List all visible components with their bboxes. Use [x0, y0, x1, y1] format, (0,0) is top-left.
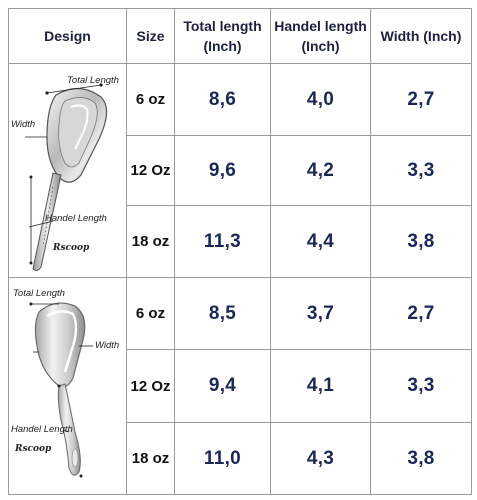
brand-logo-2: Rscoop: [15, 444, 52, 454]
size-table: Design Size Total length (Inch) Handel l…: [8, 8, 472, 495]
width-cell: 3,8: [370, 205, 472, 278]
design-cell-1: Total Length Width Handel Length Rscoop: [8, 63, 127, 278]
header-size: Size: [126, 8, 175, 64]
scoop-1-illustration: [25, 82, 108, 271]
width-cell: 3,3: [370, 349, 472, 423]
table-row: 12 Oz 9,6 4,2 3,3: [9, 135, 472, 206]
scoop-2-illustration: [29, 302, 93, 478]
header-total-length: Total length (Inch): [174, 8, 271, 64]
header-row: Design Size Total length (Inch) Handel l…: [8, 8, 472, 64]
width-cell: 2,7: [370, 63, 472, 136]
design-1-handel-length-label: Handel Length: [45, 212, 107, 224]
total-length-cell: 8,5: [174, 277, 271, 350]
design-cell-2: Total Length Width Handel Length Rscoop: [8, 277, 127, 495]
spec-sheet: Design Size Total length (Inch) Handel l…: [8, 8, 472, 495]
total-length-cell: 9,4: [174, 349, 271, 423]
table-row: 18 oz 11,3 4,4 3,8: [9, 205, 472, 278]
table-row: Total Length Width Handel Length Rscoop …: [8, 277, 472, 495]
design-1-total-length-label: Total Length: [67, 74, 119, 86]
total-length-cell: 8,6: [174, 63, 271, 136]
total-length-cell: 11,0: [174, 422, 271, 495]
width-cell: 2,7: [370, 277, 472, 350]
handel-length-cell: 4,3: [270, 422, 371, 495]
size-cell: 18 oz: [126, 205, 175, 278]
header-handel-length: Handel length (Inch): [270, 8, 371, 64]
table-row: 12 Oz 9,4 4,1 3,3: [9, 349, 472, 423]
handel-length-cell: 3,7: [270, 277, 371, 350]
size-cell: 12 Oz: [126, 349, 175, 423]
header-design: Design: [8, 8, 127, 64]
size-cell: 18 oz: [126, 422, 175, 495]
handel-length-cell: 4,1: [270, 349, 371, 423]
design-2-handel-length-label: Handel Length: [11, 424, 73, 435]
width-cell: 3,3: [370, 135, 472, 206]
brand-logo-1: Rscoop: [53, 242, 90, 253]
design-2-width-label: Width: [95, 340, 120, 351]
table-row: 18 oz 11,0 4,3 3,8: [9, 422, 472, 495]
handel-length-cell: 4,4: [270, 205, 371, 278]
design-2-total-length-label: Total Length: [13, 288, 65, 299]
header-width: Width (Inch): [370, 8, 472, 64]
total-length-cell: 9,6: [174, 135, 271, 206]
size-cell: 6 oz: [126, 277, 175, 350]
design-1-width-label: Width: [11, 118, 36, 130]
table-row: Total Length Width Handel Length Rscoop …: [8, 63, 472, 278]
size-cell: 6 oz: [126, 63, 175, 136]
handel-length-cell: 4,2: [270, 135, 371, 206]
total-length-cell: 11,3: [174, 205, 271, 278]
size-cell: 12 Oz: [126, 135, 175, 206]
width-cell: 3,8: [370, 422, 472, 495]
handel-length-cell: 4,0: [270, 63, 371, 136]
